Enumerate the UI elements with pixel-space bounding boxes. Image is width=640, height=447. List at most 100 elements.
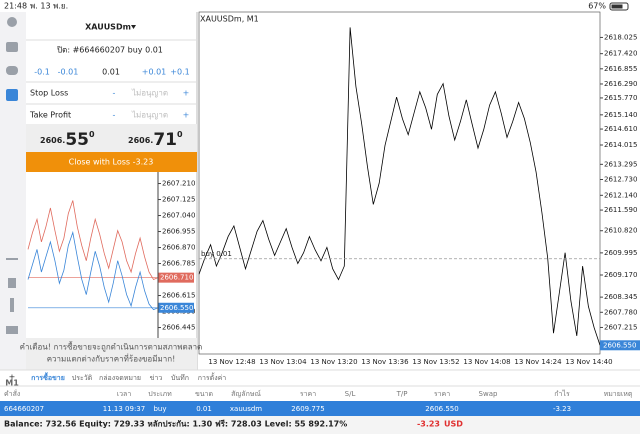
column-header: สัญลักษณ์ — [231, 390, 261, 398]
y-tick-label: 2611.590 — [604, 206, 637, 214]
cell: 2609.775 — [291, 405, 324, 413]
cell: -3.23 — [553, 405, 571, 413]
y-tick-label: 2606.445 — [162, 324, 195, 332]
icon[interactable] — [10, 298, 14, 312]
tab[interactable]: กล่องจดหมาย — [99, 374, 141, 382]
x-tick-label: 13 Nov 12:48 — [208, 358, 255, 366]
column-header: ขนาด — [195, 390, 213, 398]
tab[interactable]: ข่าว — [150, 374, 163, 382]
icon[interactable] — [8, 278, 16, 288]
dropdown-arrow[interactable] — [131, 25, 136, 29]
timeframe[interactable]: M1 — [5, 379, 19, 388]
y-tick-label: 2610.820 — [604, 227, 637, 235]
y-tick-label: 2614.610 — [604, 125, 637, 133]
selected-row[interactable] — [0, 401, 640, 416]
warning-line: คำเตือน! การซื้อขายจะถูกดำเนินการตามสภาพ… — [20, 341, 203, 353]
volume-button[interactable]: +0.01 — [142, 68, 167, 77]
y-tick-label: 2616.290 — [604, 80, 637, 88]
total-profit: -3.23 — [417, 420, 440, 429]
icon[interactable] — [6, 326, 18, 334]
x-tick-label: 13 Nov 13:36 — [361, 358, 409, 366]
sl-minus[interactable]: - — [113, 89, 116, 98]
price-tag-label: 2606.710 — [160, 274, 193, 282]
ask-price: 2606. — [128, 136, 153, 145]
column-header: Swap — [479, 390, 498, 398]
x-tick-label: 13 Nov 13:04 — [259, 358, 307, 366]
sl-plus[interactable]: + — [183, 89, 190, 98]
cell: 0.01 — [196, 405, 212, 413]
volume-button[interactable]: -0.1 — [34, 68, 50, 77]
account-summary: Balance: 732.56 Equity: 729.33 หลักประกั… — [4, 419, 347, 429]
cell: 2606.550 — [425, 405, 458, 413]
tp-value[interactable]: ไม่อนุญาต — [131, 111, 168, 120]
column-header: T/P — [396, 390, 408, 398]
ask-pips: 71 — [153, 130, 177, 150]
plot-frame — [198, 11, 601, 355]
summary-bar — [0, 416, 640, 434]
currency: USD — [444, 420, 463, 429]
y-tick-label: 2616.855 — [604, 65, 637, 73]
y-tick-label: 2607.780 — [604, 308, 637, 316]
bid-price: 2606. — [40, 136, 65, 145]
y-tick-label: 2607.125 — [162, 196, 195, 204]
volume-button[interactable]: -0.01 — [58, 68, 79, 77]
price-tag — [158, 302, 194, 313]
svg-text:2606.710: 2606.710 — [128, 130, 183, 151]
tp-minus[interactable]: - — [113, 111, 116, 120]
y-tick-label: 2612.140 — [604, 191, 637, 199]
column-header: S/L — [345, 390, 356, 398]
ask-point: 0 — [177, 130, 183, 139]
x-tick-label: 13 Nov 13:20 — [310, 358, 357, 366]
y-tick-label: 2606.615 — [162, 292, 195, 300]
bid-tag-label: 2606.550 — [603, 341, 636, 349]
symbol[interactable]: XAUUSDm — [85, 23, 131, 32]
column-header: กำไร — [554, 389, 570, 398]
chart-title: XAUUSDm, M1 — [200, 15, 259, 24]
cell: 11.13 09:37 — [103, 405, 145, 413]
x-tick-label: 13 Nov 14:40 — [565, 358, 612, 366]
icon[interactable] — [6, 66, 18, 75]
y-tick-label: 2609.995 — [604, 249, 637, 257]
tp-label: Take Profit — [29, 111, 71, 120]
close-button-label[interactable]: Close with Loss -3.23 — [69, 158, 154, 167]
bid-point: 0 — [89, 130, 95, 139]
warning-box — [26, 338, 197, 370]
tab[interactable]: ประวัติ — [72, 374, 93, 382]
icon[interactable] — [6, 258, 18, 260]
y-tick-label: 2608.345 — [604, 293, 637, 301]
icon[interactable] — [7, 17, 17, 27]
y-tick-label: 2617.420 — [604, 50, 637, 58]
separators — [0, 39, 640, 387]
column-header: ประเภท — [148, 390, 172, 398]
y-tick-label: 2607.040 — [162, 212, 195, 220]
tab[interactable]: การตั้งค่า — [198, 371, 227, 382]
date: พ. 13 พ.ย. — [30, 2, 68, 11]
tab[interactable]: บันทึก — [171, 373, 189, 382]
cell: buy — [153, 405, 166, 413]
toolbar-icons — [6, 17, 18, 334]
y-tick-label: 2615.770 — [604, 94, 637, 102]
bid-pips: 55 — [65, 130, 89, 150]
sl-value[interactable]: ไม่อนุญาต — [131, 89, 168, 98]
tab[interactable]: การซื้อขาย — [31, 371, 65, 382]
column-header: เวลา — [117, 390, 132, 398]
price-line — [27, 200, 159, 281]
x-tick-label: 13 Nov 14:08 — [463, 358, 510, 366]
warning-line: ความแตกต่างกับราคาที่ร้องขอมีมาก! — [47, 353, 176, 364]
volume-button[interactable]: 0.01 — [102, 68, 120, 77]
icon[interactable] — [6, 42, 18, 52]
add-icon[interactable]: + — [9, 373, 16, 382]
close-button[interactable] — [26, 152, 197, 172]
y-tick-label: 2618.025 — [604, 33, 637, 41]
volume-button[interactable]: +0.1 — [170, 68, 189, 77]
icon[interactable] — [6, 89, 18, 101]
y-tick-label: 2613.295 — [604, 160, 637, 168]
column-header: ราคา — [300, 390, 316, 398]
price-tag-label: 2606.550 — [160, 304, 193, 312]
y-tick-label: 2615.140 — [604, 111, 637, 119]
y-tick-label: 2607.215 — [604, 323, 637, 331]
tp-plus[interactable]: + — [183, 111, 190, 120]
price-line — [27, 230, 159, 311]
y-tick-label: 2614.015 — [604, 141, 637, 149]
